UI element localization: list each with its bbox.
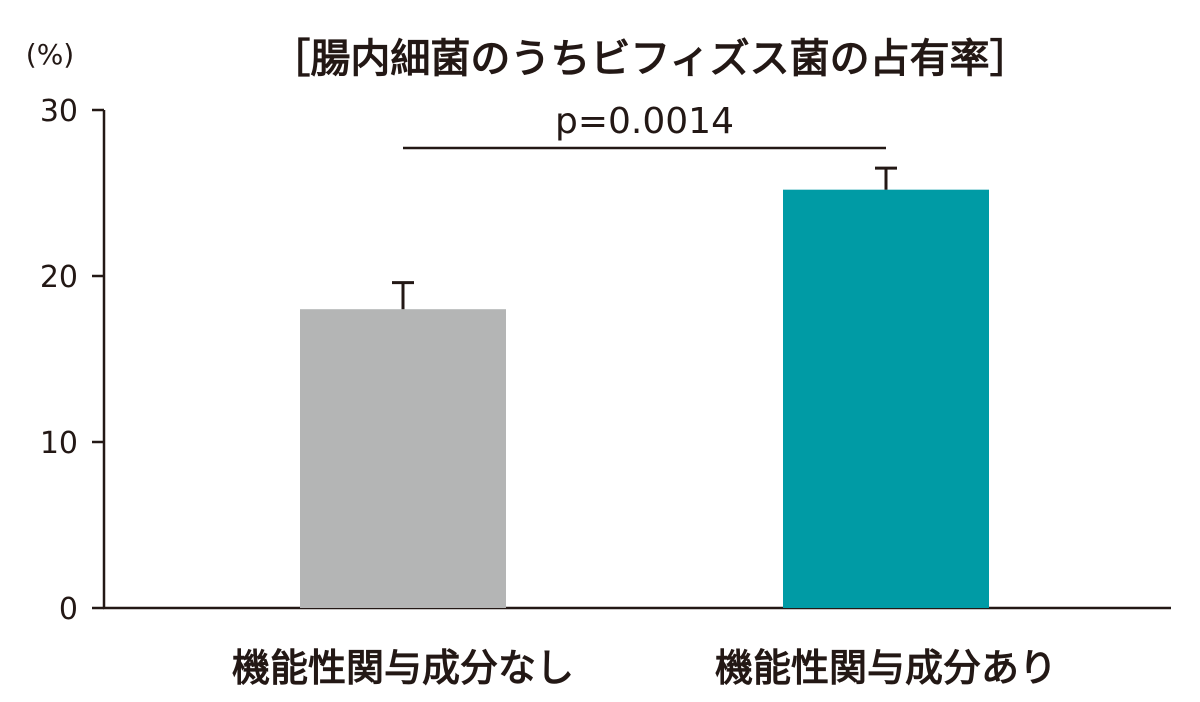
bars-group <box>300 189 989 608</box>
y-tick-label: 20 <box>40 260 78 295</box>
x-category-label-2: 機能性関与成分あり <box>715 646 1057 690</box>
bar-2 <box>783 189 989 608</box>
x-axis-category-labels: 機能性関与成分なし 機能性関与成分あり <box>232 646 1057 690</box>
y-tick-label: 10 <box>40 426 78 461</box>
bar-1 <box>300 309 506 608</box>
y-axis-ticks: 0 10 20 30 <box>40 94 104 627</box>
y-axis-unit-label: (%) <box>26 38 74 71</box>
p-value-label: p=0.0014 <box>555 101 734 142</box>
chart-title: ［腸内細菌のうちビフィズス菌の占有率］ <box>270 36 1029 82</box>
error-bars-group <box>392 166 897 310</box>
y-tick-label: 0 <box>59 592 78 627</box>
significance-annotation: p=0.0014 <box>403 101 886 150</box>
y-tick-label: 30 <box>40 94 78 129</box>
x-category-label-1: 機能性関与成分なし <box>232 646 574 690</box>
